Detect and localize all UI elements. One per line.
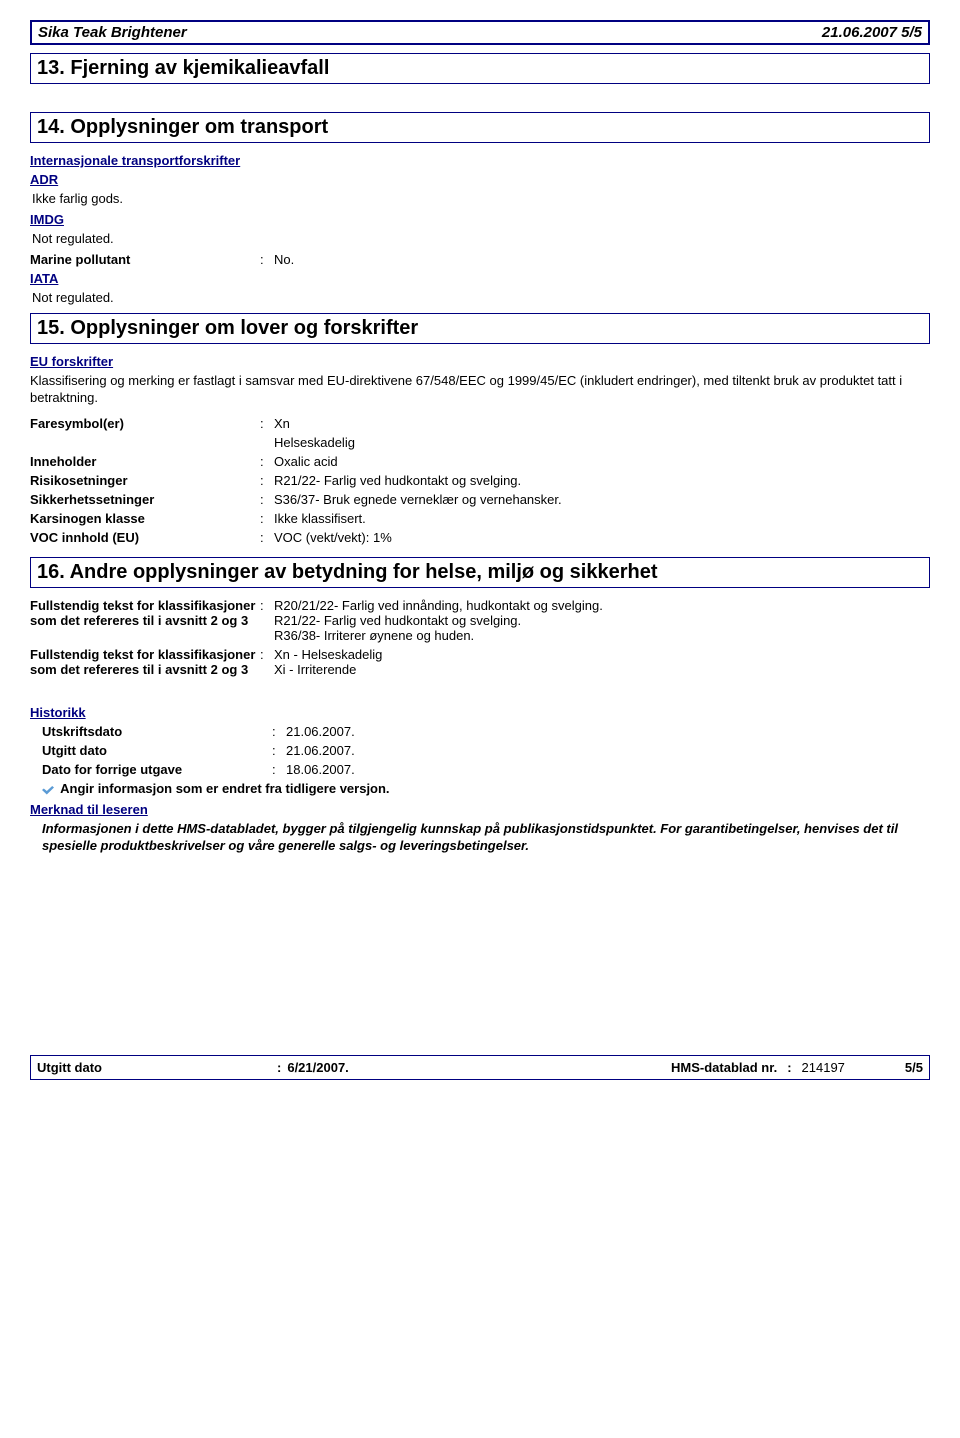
colon: :	[260, 530, 274, 545]
value: VOC (vekt/vekt): 1%	[274, 530, 930, 545]
value: No.	[274, 252, 930, 267]
colon: :	[272, 743, 286, 758]
value: Xn	[274, 416, 930, 431]
footer-hms-value: 214197	[802, 1060, 845, 1075]
forrige-utgave-row: Dato for forrige utgave : 18.06.2007.	[42, 762, 930, 777]
colon: :	[260, 473, 274, 488]
fulltext-row-2: Fullstendig tekst for klassifikasjoner s…	[30, 647, 930, 677]
line: R20/21/22- Farlig ved innånding, hudkont…	[274, 598, 930, 613]
colon: :	[260, 416, 274, 431]
marine-pollutant-row: Marine pollutant : No.	[30, 252, 930, 267]
footer-page: 5/5	[905, 1060, 923, 1075]
utskriftsdato-row: Utskriftsdato : 21.06.2007.	[42, 724, 930, 739]
product-name: Sika Teak Brightener	[38, 24, 187, 41]
section-16-box: 16. Andre opplysninger av betydning for …	[30, 557, 930, 588]
fulltext-row-1: Fullstendig tekst for klassifikasjoner s…	[30, 598, 930, 643]
subsection-title: Internasjonale transportforskrifter	[30, 153, 930, 168]
label: Karsinogen klasse	[30, 511, 260, 526]
colon: :	[272, 762, 286, 777]
section-title: 16. Andre opplysninger av betydning for …	[37, 561, 923, 584]
section-15-box: 15. Opplysninger om lover og forskrifter	[30, 313, 930, 344]
colon: :	[260, 511, 274, 526]
footer-utgitt-label: Utgitt dato	[37, 1060, 102, 1075]
colon: :	[260, 492, 274, 507]
colon: :	[787, 1060, 791, 1075]
line: Xn - Helseskadelig	[274, 647, 930, 662]
sikkerhet-row: Sikkerhetssetninger : S36/37- Bruk egned…	[30, 492, 930, 507]
label: Fullstendig tekst for klassifikasjoner s…	[30, 598, 260, 628]
footer-utgitt-value: 6/21/2007.	[287, 1060, 348, 1075]
colon: :	[260, 454, 274, 469]
value: Xn - Helseskadelig Xi - Irriterende	[274, 647, 930, 677]
value: S36/37- Bruk egnede verneklær og verneha…	[274, 492, 930, 507]
merknad-body: Informasjonen i dette HMS-databladet, by…	[42, 821, 930, 855]
section-14-box: 14. Opplysninger om transport	[30, 112, 930, 143]
voc-row: VOC innhold (EU) : VOC (vekt/vekt): 1%	[30, 530, 930, 545]
iata-label: IATA	[30, 271, 930, 286]
section-13-box: 13. Fjerning av kjemikalieavfall	[30, 53, 930, 84]
label: Utskriftsdato	[42, 724, 272, 739]
label: Fullstendig tekst for klassifikasjoner s…	[30, 647, 260, 677]
changed-info-row: Angir informasjon som er endret fra tidl…	[42, 781, 930, 796]
value: 18.06.2007.	[286, 762, 930, 777]
subsection-title: EU forskrifter	[30, 354, 930, 369]
colon: :	[260, 598, 274, 613]
value: R21/22- Farlig ved hudkontakt og svelgin…	[274, 473, 930, 488]
value: 21.06.2007.	[286, 743, 930, 758]
line: R21/22- Farlig ved hudkontakt og svelgin…	[274, 613, 930, 628]
section-title: 13. Fjerning av kjemikalieavfall	[37, 57, 923, 80]
karsinogen-row: Karsinogen klasse : Ikke klassifisert.	[30, 511, 930, 526]
inneholder-row: Inneholder : Oxalic acid	[30, 454, 930, 469]
colon: :	[260, 647, 274, 662]
iata-text: Not regulated.	[32, 290, 930, 307]
footer-hms-label: HMS-datablad nr.	[671, 1060, 777, 1075]
value: 21.06.2007.	[286, 724, 930, 739]
imdg-text: Not regulated.	[32, 231, 930, 248]
utgitt-dato-row: Utgitt dato : 21.06.2007.	[42, 743, 930, 758]
risiko-row: Risikosetninger : R21/22- Farlig ved hud…	[30, 473, 930, 488]
label: Faresymbol(er)	[30, 416, 260, 431]
section-title: 14. Opplysninger om transport	[37, 116, 923, 139]
line: R36/38- Irriterer øynene og huden.	[274, 628, 930, 643]
colon: :	[277, 1060, 281, 1075]
helseskadelig-row: Helseskadelig	[30, 435, 930, 450]
page-info: 21.06.2007 5/5	[822, 24, 922, 41]
label: Dato for forrige utgave	[42, 762, 272, 777]
colon: :	[260, 252, 274, 267]
label: Inneholder	[30, 454, 260, 469]
imdg-label: IMDG	[30, 212, 930, 227]
document-header: Sika Teak Brightener 21.06.2007 5/5	[30, 20, 930, 45]
value: Helseskadelig	[274, 435, 930, 450]
faresymbol-row: Faresymbol(er) : Xn	[30, 416, 930, 431]
footer-box: Utgitt dato : 6/21/2007. HMS-datablad nr…	[30, 1055, 930, 1080]
value: Ikke klassifisert.	[274, 511, 930, 526]
label: Marine pollutant	[30, 252, 260, 267]
changed-text: Angir informasjon som er endret fra tidl…	[60, 781, 389, 796]
value: Oxalic acid	[274, 454, 930, 469]
label: Risikosetninger	[30, 473, 260, 488]
historikk-title: Historikk	[30, 705, 930, 720]
adr-label: ADR	[30, 172, 930, 187]
label: Sikkerhetssetninger	[30, 492, 260, 507]
changed-icon	[42, 785, 54, 795]
line: Xi - Irriterende	[274, 662, 930, 677]
section-title: 15. Opplysninger om lover og forskrifter	[37, 317, 923, 340]
label: VOC innhold (EU)	[30, 530, 260, 545]
merknad-title: Merknad til leseren	[30, 802, 930, 817]
adr-text: Ikke farlig gods.	[32, 191, 930, 208]
colon: :	[272, 724, 286, 739]
value: R20/21/22- Farlig ved innånding, hudkont…	[274, 598, 930, 643]
label: Utgitt dato	[42, 743, 272, 758]
classification-text: Klassifisering og merking er fastlagt i …	[30, 373, 930, 407]
